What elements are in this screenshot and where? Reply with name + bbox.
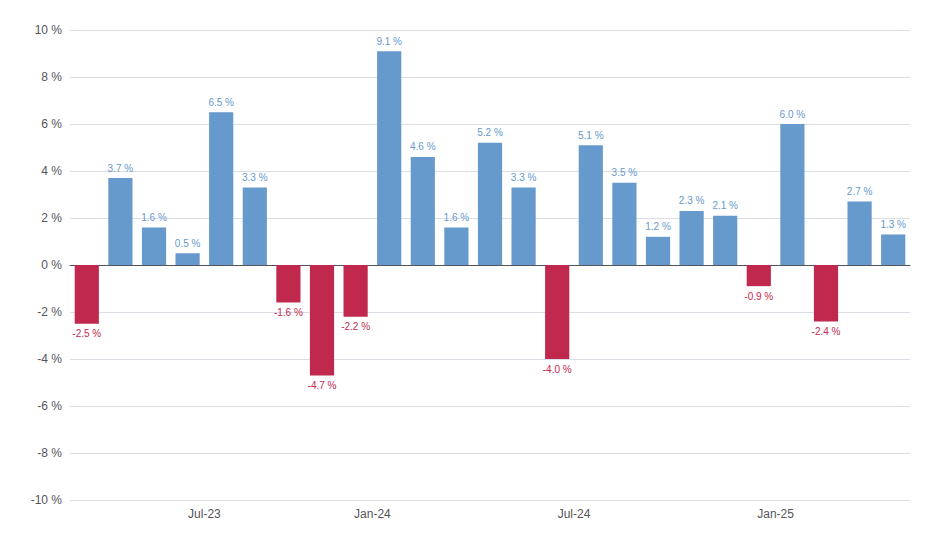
svg-text:6.0 %: 6.0 % xyxy=(780,109,806,120)
svg-text:2.1 %: 2.1 % xyxy=(712,200,738,211)
svg-text:2.7 %: 2.7 % xyxy=(847,186,873,197)
svg-text:-4 %: -4 % xyxy=(37,352,62,366)
svg-text:-0.9 %: -0.9 % xyxy=(744,291,773,302)
svg-text:1.6 %: 1.6 % xyxy=(141,212,167,223)
svg-text:1.3 %: 1.3 % xyxy=(880,219,906,230)
svg-text:0 %: 0 % xyxy=(41,258,62,272)
svg-text:3.3 %: 3.3 % xyxy=(242,172,268,183)
svg-text:4 %: 4 % xyxy=(41,164,62,178)
svg-text:1.2 %: 1.2 % xyxy=(645,221,671,232)
svg-text:-2 %: -2 % xyxy=(37,305,62,319)
svg-text:Jul-24: Jul-24 xyxy=(558,507,591,521)
svg-text:Jul-23: Jul-23 xyxy=(188,507,221,521)
svg-text:-2.4 %: -2.4 % xyxy=(812,326,841,337)
svg-text:-2.2 %: -2.2 % xyxy=(341,321,370,332)
svg-text:5.1 %: 5.1 % xyxy=(578,130,604,141)
svg-text:4.6 %: 4.6 % xyxy=(410,141,436,152)
svg-text:-2.5 %: -2.5 % xyxy=(72,328,101,339)
svg-text:0.5 %: 0.5 % xyxy=(175,238,201,249)
svg-text:-6 %: -6 % xyxy=(37,399,62,413)
svg-text:3.3 %: 3.3 % xyxy=(511,172,537,183)
svg-text:-1.6 %: -1.6 % xyxy=(274,307,303,318)
svg-text:-4.7 %: -4.7 % xyxy=(308,380,337,391)
svg-text:3.7 %: 3.7 % xyxy=(108,163,134,174)
svg-text:3.5 %: 3.5 % xyxy=(612,167,638,178)
svg-text:5.2 %: 5.2 % xyxy=(477,127,503,138)
svg-text:Jan-24: Jan-24 xyxy=(354,507,391,521)
svg-text:8 %: 8 % xyxy=(41,70,62,84)
svg-text:Jan-25: Jan-25 xyxy=(757,507,794,521)
svg-text:10 %: 10 % xyxy=(35,23,63,37)
svg-text:6 %: 6 % xyxy=(41,117,62,131)
svg-text:6.5 %: 6.5 % xyxy=(208,97,234,108)
svg-text:1.6 %: 1.6 % xyxy=(444,212,470,223)
svg-text:-10 %: -10 % xyxy=(31,493,63,507)
svg-text:9.1 %: 9.1 % xyxy=(376,36,402,47)
svg-text:-8 %: -8 % xyxy=(37,446,62,460)
svg-text:2.3 %: 2.3 % xyxy=(679,195,705,206)
svg-text:-4.0 %: -4.0 % xyxy=(543,364,572,375)
svg-text:2 %: 2 % xyxy=(41,211,62,225)
